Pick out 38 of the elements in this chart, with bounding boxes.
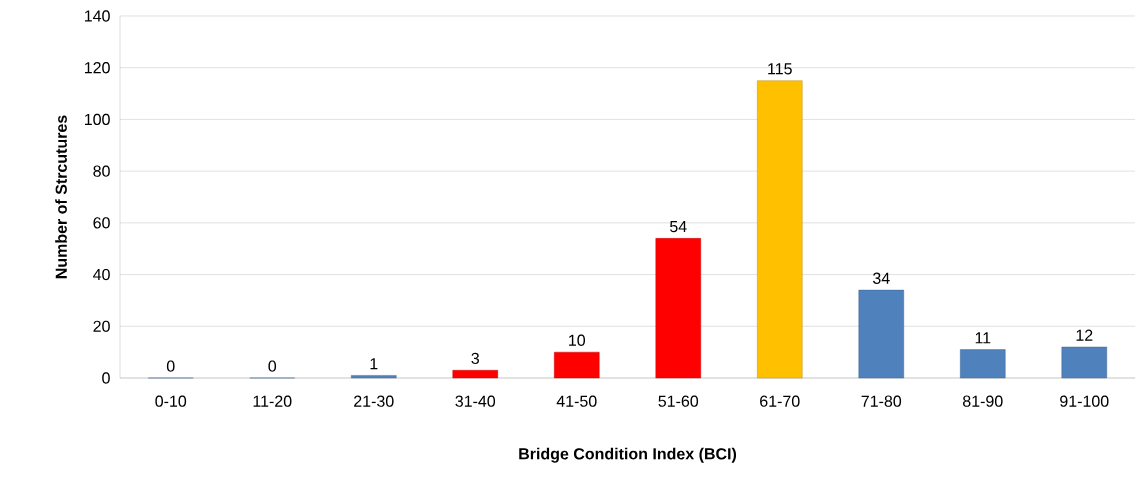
x-axis-title: Bridge Condition Index (BCI) xyxy=(519,447,737,463)
data-label: 34 xyxy=(872,272,890,284)
data-label: 12 xyxy=(1076,329,1093,341)
y-tick-label: 80 xyxy=(93,165,110,177)
data-label: 10 xyxy=(569,334,586,346)
data-label: 54 xyxy=(670,221,687,233)
bar xyxy=(858,289,904,379)
bar xyxy=(1061,346,1107,379)
bar xyxy=(757,80,803,379)
bar xyxy=(554,351,600,379)
x-tick-label: 71-80 xyxy=(861,395,902,407)
x-tick-label: 41-50 xyxy=(556,395,597,407)
x-tick-label: 51-60 xyxy=(658,395,699,407)
data-label: 0 xyxy=(268,360,277,372)
x-tick-label: 61-70 xyxy=(760,395,800,407)
bar xyxy=(452,370,498,379)
y-axis-title: Number of Strcutures xyxy=(55,115,67,279)
data-label: 11 xyxy=(975,332,991,344)
x-tick-label: 31-40 xyxy=(455,395,496,407)
y-tick-label: 40 xyxy=(93,268,110,281)
data-label: 3 xyxy=(471,352,479,365)
data-label: 115 xyxy=(768,63,792,75)
x-tick-label: 0-10 xyxy=(155,395,187,407)
x-tick-label: 21-30 xyxy=(354,395,394,407)
y-tick-label: 120 xyxy=(85,62,110,74)
x-tick-label: 11-20 xyxy=(253,395,292,407)
x-tick-label: 81-90 xyxy=(963,395,1003,407)
data-label: 0 xyxy=(166,360,175,372)
y-tick-label: 0 xyxy=(102,372,110,384)
y-tick-label: 100 xyxy=(85,113,110,126)
bar xyxy=(655,238,701,379)
x-tick-label: 91-100 xyxy=(1060,395,1109,407)
bar xyxy=(960,349,1006,379)
y-tick-label: 140 xyxy=(85,10,110,22)
y-tick-label: 20 xyxy=(93,320,110,332)
data-label: 1 xyxy=(370,358,378,370)
bar xyxy=(351,375,397,379)
y-tick-label: 60 xyxy=(93,217,110,229)
